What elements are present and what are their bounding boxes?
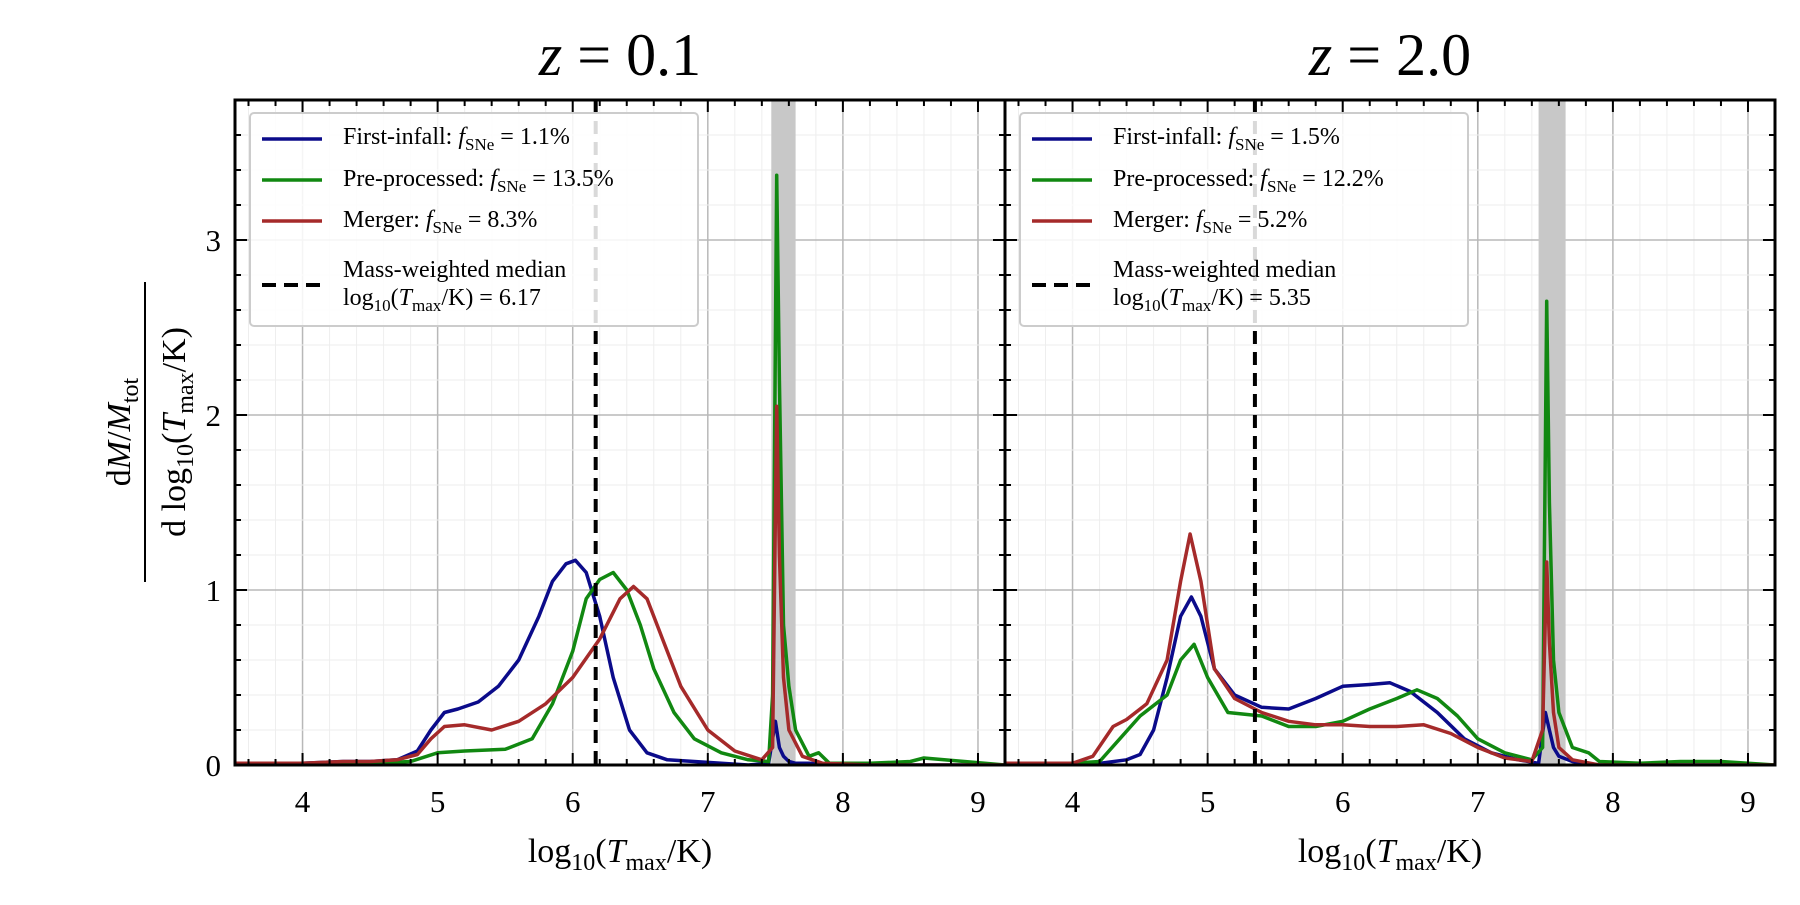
panel-z-0.1: z = 0.1 4 5 6 7 8 9 0 1 2 3 log10(Tmax/K) First-… <box>206 22 1007 876</box>
svg-text:log10(Tmax/K) = 6.17: log10(Tmax/K) = 6.17 <box>343 285 541 315</box>
x-tick-label: 8 <box>1605 784 1621 819</box>
x-tick-label: 7 <box>1470 784 1486 819</box>
y-tick-labels: 0 1 2 3 <box>206 223 222 783</box>
legend-entry-merger: Merger: fSNe = 8.3% <box>262 207 537 237</box>
legend-entry-first-infall: First-infall: fSNe = 1.1% <box>262 124 570 154</box>
x-tick-label: 9 <box>970 784 986 819</box>
panel-title: z = 2.0 <box>1308 22 1471 88</box>
x-axis-label: log10(Tmax/K) <box>1298 833 1482 876</box>
y-tick-label: 0 <box>206 748 222 783</box>
legend-box <box>249 112 699 327</box>
x-tick-label: 6 <box>565 784 581 819</box>
x-tick-label: 5 <box>1200 784 1216 819</box>
x-tick-labels: 4 5 6 7 8 9 <box>1065 784 1756 819</box>
x-tick-label: 7 <box>700 784 716 819</box>
series-line-merger <box>1005 532 1775 765</box>
svg-text:dM/Mtot: dM/Mtot <box>101 377 144 486</box>
svg-text:First-infall: fSNe = 1.5%: First-infall: fSNe = 1.5% <box>1113 124 1340 154</box>
y-axis-label: dM/Mtot d log10(Tmax/K) <box>101 282 199 582</box>
series-line-pre-processed <box>1005 299 1775 765</box>
legend-entry-first-infall: First-infall: fSNe = 1.5% <box>1032 124 1340 154</box>
svg-text:Mass-weighted median: Mass-weighted median <box>343 257 566 283</box>
y-tick-label: 2 <box>206 398 222 433</box>
x-tick-label: 4 <box>295 784 311 819</box>
series-line-pre-processed <box>235 173 1005 765</box>
legend-box <box>1019 112 1469 327</box>
series-line-first-infall <box>235 558 1005 765</box>
x-axis-label: log10(Tmax/K) <box>528 833 712 876</box>
svg-text:log10(Tmax/K) = 5.35: log10(Tmax/K) = 5.35 <box>1113 285 1311 315</box>
svg-text:Pre-processed: fSNe = 12.2%: Pre-processed: fSNe = 12.2% <box>1113 166 1384 196</box>
x-tick-labels: 4 5 6 7 8 9 <box>295 784 986 819</box>
series-line-merger <box>235 404 1005 765</box>
panel-z-2.0: z = 2.0 4 5 6 7 8 9 log10(Tmax/K) First-infal… <box>1003 22 1777 876</box>
svg-text:d log10(Tmax/K): d log10(Tmax/K) <box>156 327 199 537</box>
y-tick-label: 1 <box>206 573 222 608</box>
x-tick-label: 6 <box>1335 784 1351 819</box>
legend: First-infall: fSNe = 1.1% Pre-processed:… <box>249 112 699 327</box>
legend-entry-median: Mass-weighted median log10(Tmax/K) = 6.1… <box>262 257 566 315</box>
legend: First-infall: fSNe = 1.5% Pre-processed:… <box>1019 112 1469 327</box>
svg-text:Merger: fSNe = 8.3%: Merger: fSNe = 8.3% <box>343 207 537 237</box>
svg-text:First-infall: fSNe = 1.1%: First-infall: fSNe = 1.1% <box>343 124 570 154</box>
series-line-first-infall <box>1005 595 1775 765</box>
svg-text:Mass-weighted median: Mass-weighted median <box>1113 257 1336 283</box>
y-tick-label: 3 <box>206 223 222 258</box>
x-tick-label: 8 <box>835 784 851 819</box>
legend-entry-pre-processed: Pre-processed: fSNe = 12.2% <box>1032 166 1384 196</box>
panel-title: z = 0.1 <box>538 22 701 88</box>
x-tick-label: 9 <box>1740 784 1756 819</box>
x-tick-label: 4 <box>1065 784 1081 819</box>
legend-entry-merger: Merger: fSNe = 5.2% <box>1032 207 1307 237</box>
legend-entry-median: Mass-weighted median log10(Tmax/K) = 5.3… <box>1032 257 1336 315</box>
legend-entry-pre-processed: Pre-processed: fSNe = 13.5% <box>262 166 614 196</box>
svg-text:Pre-processed: fSNe = 13.5%: Pre-processed: fSNe = 13.5% <box>343 166 614 196</box>
svg-text:Merger: fSNe = 5.2%: Merger: fSNe = 5.2% <box>1113 207 1307 237</box>
x-tick-label: 5 <box>430 784 446 819</box>
axes-frame <box>1003 98 1777 767</box>
